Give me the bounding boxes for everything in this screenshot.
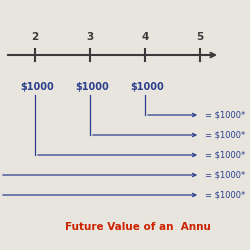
Text: Future Value of an  Annu: Future Value of an Annu xyxy=(64,222,210,232)
Text: = $1000*: = $1000* xyxy=(205,170,245,179)
Text: 4: 4 xyxy=(141,32,149,42)
Text: = $1000*: = $1000* xyxy=(205,130,245,140)
Text: = $1000*: = $1000* xyxy=(205,150,245,160)
Text: $1000: $1000 xyxy=(130,82,164,92)
Text: $1000: $1000 xyxy=(75,82,109,92)
Text: $1000: $1000 xyxy=(20,82,54,92)
Text: = $1000*: = $1000* xyxy=(205,110,245,120)
Text: 3: 3 xyxy=(86,32,94,42)
Text: 5: 5 xyxy=(196,32,203,42)
Text: 2: 2 xyxy=(32,32,38,42)
Text: = $1000*: = $1000* xyxy=(205,190,245,200)
